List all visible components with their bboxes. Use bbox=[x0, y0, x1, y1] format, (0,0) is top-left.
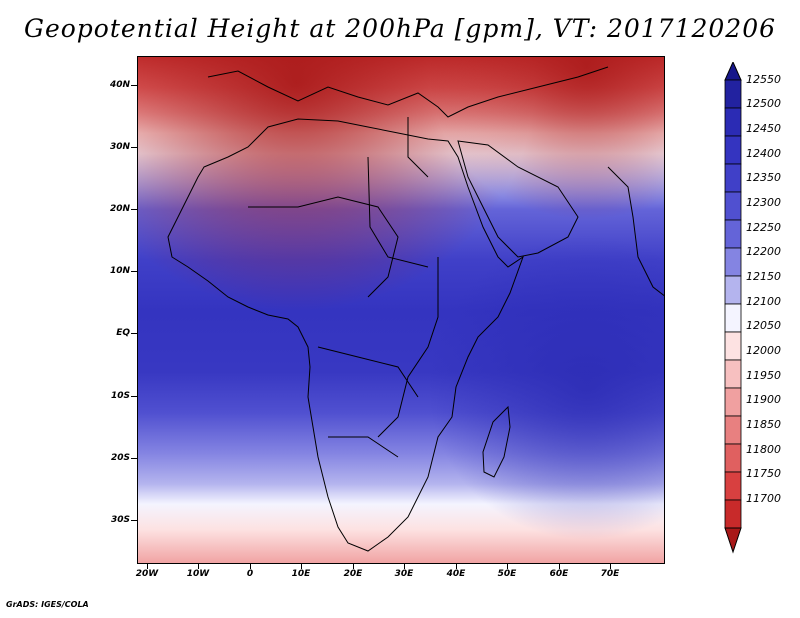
colorbar-label-12500: 12500 bbox=[746, 97, 781, 110]
colorbar-box bbox=[724, 331, 742, 361]
lon-tick bbox=[456, 564, 457, 569]
colorbar-boxes bbox=[724, 79, 742, 529]
colorbar-box bbox=[724, 443, 742, 473]
colorbar-label-12150: 12150 bbox=[746, 270, 781, 283]
lon-tick bbox=[404, 564, 405, 569]
lon-label-70e: 70E bbox=[600, 569, 620, 579]
lat-tick bbox=[131, 147, 137, 148]
colorbar-label-12300: 12300 bbox=[746, 196, 781, 209]
lon-tick bbox=[353, 564, 354, 569]
colorbar-label-11700: 11700 bbox=[746, 492, 781, 505]
lon-label-10w: 10W bbox=[186, 569, 210, 579]
colorbar-label-12350: 12350 bbox=[746, 171, 781, 184]
colorbar-box bbox=[724, 359, 742, 389]
lon-label-60e: 60E bbox=[549, 569, 569, 579]
lat-tick bbox=[131, 333, 137, 334]
colorbar-box bbox=[724, 387, 742, 417]
lat-label-eq: EQ bbox=[116, 328, 130, 338]
colorbar-label-12550: 12550 bbox=[746, 73, 781, 86]
colorbar-label-11850: 11850 bbox=[746, 418, 781, 431]
map-canvas bbox=[138, 57, 664, 563]
lat-tick bbox=[131, 85, 137, 86]
lat-label-20n: 20N bbox=[109, 204, 130, 214]
lon-label-0: 0 bbox=[246, 569, 254, 579]
colorbar-box bbox=[724, 415, 742, 445]
colorbar-box bbox=[724, 107, 742, 137]
lon-tick bbox=[301, 564, 302, 569]
colorbar-box bbox=[724, 499, 742, 529]
lon-label-20w: 20W bbox=[135, 569, 159, 579]
map-panel bbox=[137, 56, 665, 564]
lat-label-20s: 20S bbox=[110, 453, 130, 463]
colorbar-top-arrow bbox=[724, 62, 742, 81]
lat-label-30s: 30S bbox=[110, 515, 130, 525]
colorbar-label-11800: 11800 bbox=[746, 443, 781, 456]
lat-tick bbox=[131, 396, 137, 397]
lon-label-30e: 30E bbox=[394, 569, 414, 579]
footer-credit: GrADS: IGES/COLA bbox=[6, 600, 89, 609]
colorbar bbox=[724, 62, 742, 554]
lon-tick bbox=[507, 564, 508, 569]
colorbar-label-12400: 12400 bbox=[746, 147, 781, 160]
colorbar-label-12250: 12250 bbox=[746, 221, 781, 234]
lon-label-20e: 20E bbox=[343, 569, 363, 579]
colorbar-label-12050: 12050 bbox=[746, 319, 781, 332]
lon-tick bbox=[250, 564, 251, 569]
colorbar-box bbox=[724, 135, 742, 165]
lat-label-10s: 10S bbox=[110, 391, 130, 401]
lat-tick bbox=[131, 520, 137, 521]
colorbar-label-12450: 12450 bbox=[746, 122, 781, 135]
colorbar-bottom-arrow bbox=[724, 527, 742, 554]
lon-tick bbox=[147, 564, 148, 569]
colorbar-label-11950: 11950 bbox=[746, 369, 781, 382]
lat-label-30n: 30N bbox=[109, 142, 130, 152]
chart-title: Geopotential Height at 200hPa [gpm], VT:… bbox=[23, 14, 777, 43]
colorbar-label-11750: 11750 bbox=[746, 467, 781, 480]
colorbar-box bbox=[724, 471, 742, 501]
lon-label-40e: 40E bbox=[446, 569, 466, 579]
lat-tick bbox=[131, 271, 137, 272]
lon-tick bbox=[198, 564, 199, 569]
colorbar-label-12200: 12200 bbox=[746, 245, 781, 258]
lon-label-10e: 10E bbox=[291, 569, 311, 579]
coastlines bbox=[167, 66, 664, 552]
colorbar-box bbox=[724, 163, 742, 193]
colorbar-box bbox=[724, 219, 742, 249]
colorbar-box bbox=[724, 275, 742, 305]
lat-label-10n: 10N bbox=[109, 266, 130, 276]
lon-tick bbox=[559, 564, 560, 569]
colorbar-box bbox=[724, 303, 742, 333]
high-shading bbox=[138, 57, 664, 563]
colorbar-box bbox=[724, 247, 742, 277]
lon-label-50e: 50E bbox=[497, 569, 517, 579]
colorbar-label-11900: 11900 bbox=[746, 393, 781, 406]
lat-tick bbox=[131, 458, 137, 459]
colorbar-box bbox=[724, 191, 742, 221]
colorbar-label-12100: 12100 bbox=[746, 295, 781, 308]
lat-tick bbox=[131, 209, 137, 210]
colorbar-box bbox=[724, 79, 742, 109]
lat-label-40n: 40N bbox=[109, 80, 130, 90]
lon-tick bbox=[610, 564, 611, 569]
colorbar-label-12000: 12000 bbox=[746, 344, 781, 357]
